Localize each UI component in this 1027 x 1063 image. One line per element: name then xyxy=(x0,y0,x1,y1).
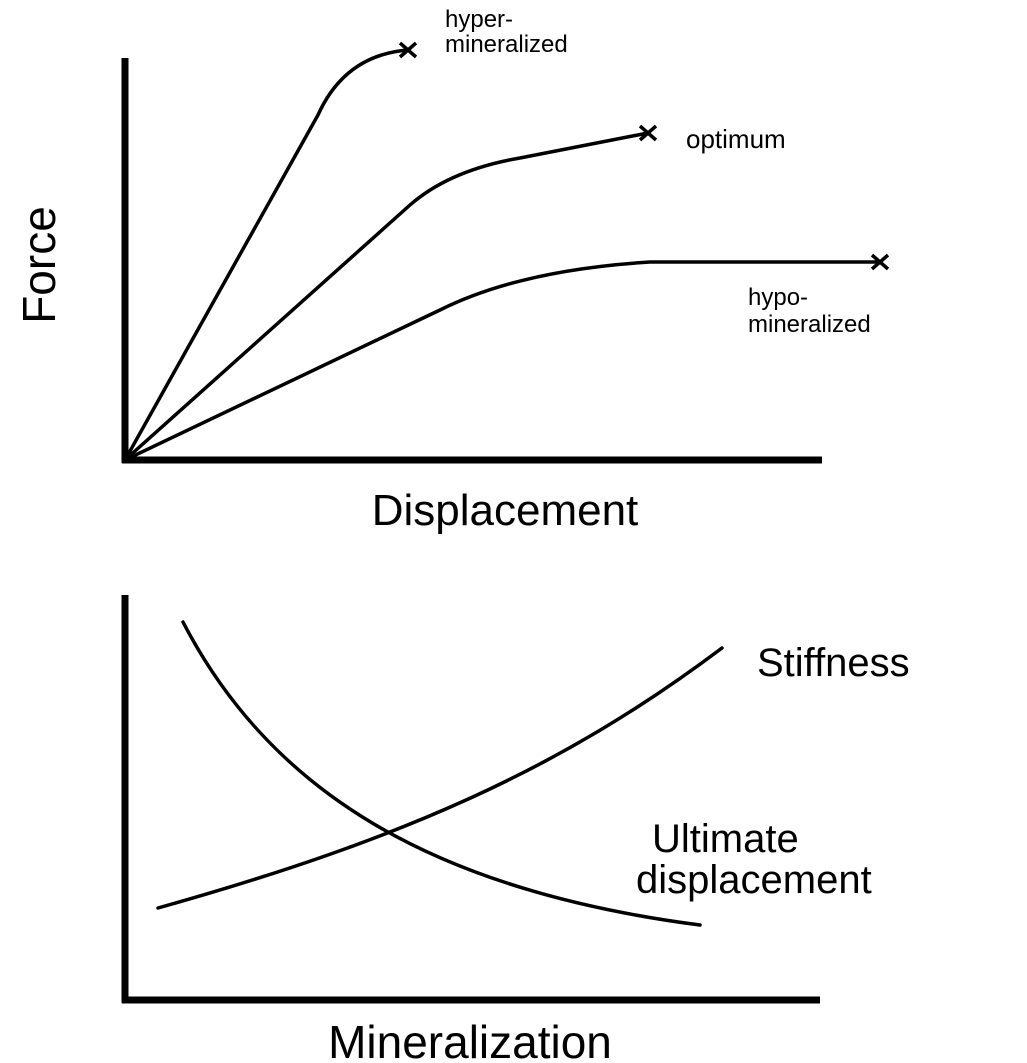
x-axis-label: Mineralization xyxy=(328,1016,612,1063)
x-mark xyxy=(398,41,418,59)
x-mark xyxy=(638,124,658,142)
x-mark xyxy=(870,253,890,271)
curve-ultimate-displacement xyxy=(181,620,702,927)
curve-stiffness xyxy=(156,646,724,910)
y-axis-label: Force xyxy=(13,206,65,324)
curve-label: hypo- xyxy=(748,284,808,311)
curve-optimum xyxy=(123,131,650,462)
curve-label: displacement xyxy=(636,858,872,902)
curve-hypo xyxy=(123,260,882,462)
curve-label: optimum xyxy=(686,124,786,154)
curve-hyper xyxy=(123,48,410,462)
curve-label: Ultimate xyxy=(652,817,799,861)
failure-marks xyxy=(398,41,890,271)
curve-label: Stiffness xyxy=(757,641,910,685)
curve-label: mineralized xyxy=(445,31,568,58)
x-axis-label: Displacement xyxy=(372,486,639,535)
curve-label: hyper- xyxy=(445,6,513,33)
curve-label: mineralized xyxy=(748,311,871,338)
